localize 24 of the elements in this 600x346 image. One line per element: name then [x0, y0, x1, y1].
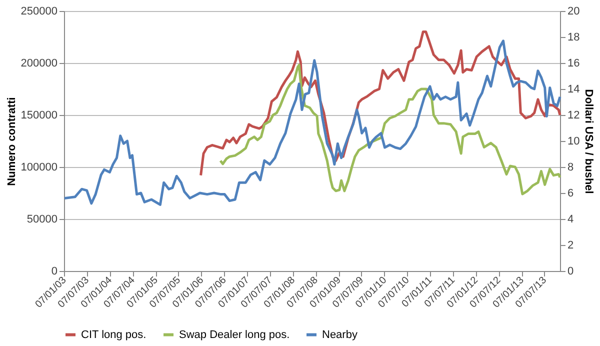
y2-tick-label: 2	[568, 240, 574, 252]
y2-tick-label: 10	[568, 136, 580, 148]
y2-tick-label: 0	[568, 266, 574, 278]
y-tick-label: 150000	[20, 110, 58, 122]
line-series	[63, 40, 562, 206]
y2-tick-label: 12	[568, 110, 580, 122]
y2-tick-label: 20	[568, 6, 580, 18]
y2-tick-label: 16	[568, 58, 580, 70]
y2-tick-label: 6	[568, 188, 574, 200]
legend-label: CIT long pos.	[81, 328, 146, 341]
y2-tick-label: 8	[568, 162, 574, 174]
y-tick-label: 50000	[26, 214, 58, 226]
y2-tick-label: 14	[568, 84, 580, 96]
legend-label: Nearby	[322, 328, 358, 341]
y-tick-label: 100000	[20, 162, 58, 174]
y2-tick-label: 18	[568, 32, 580, 44]
legend-label: Swap Dealer long pos.	[179, 328, 290, 341]
y-tick-label: 200000	[20, 58, 58, 70]
y-axis-title: Numero contratti	[6, 97, 18, 186]
y-tick-label: 250000	[20, 6, 58, 18]
y-tick-label: 0	[51, 266, 58, 278]
y2-tick-label: 4	[568, 214, 574, 226]
y2-axis-title: Dollari USA / bushel	[582, 89, 595, 194]
line-series	[219, 64, 562, 196]
